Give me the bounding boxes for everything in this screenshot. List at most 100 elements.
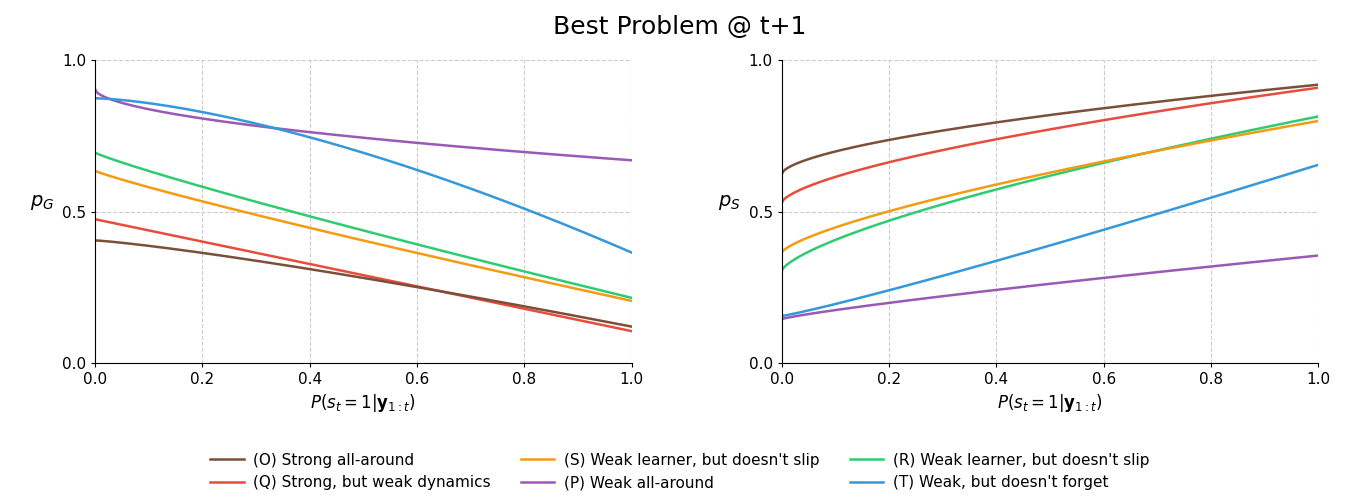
- X-axis label: $P(s_t = 1|\mathbf{y}_{1:t})$: $P(s_t = 1|\mathbf{y}_{1:t})$: [310, 393, 416, 414]
- (T) Weak, but doesn't forget: [405, 165, 421, 171]
- (O) Strong all-around: [416, 285, 432, 291]
- (P) Weak all-around: [1102, 274, 1118, 280]
- (T) Weak, but doesn't forget: [773, 313, 790, 319]
- Y-axis label: $p_G$: $p_G$: [30, 193, 54, 212]
- (Q) Strong, but weak dynamics: [1226, 97, 1242, 103]
- (T) Weak, but doesn't forget: [1102, 225, 1118, 231]
- (Q) Strong, but weak dynamics: [776, 197, 792, 203]
- (Q) Strong, but weak dynamics: [573, 318, 590, 324]
- (O) Strong all-around: [1093, 105, 1109, 111]
- (P) Weak all-around: [776, 316, 792, 322]
- (R) Weak learner, but doesn't slip: [1260, 123, 1276, 130]
- (O) Strong all-around: [573, 314, 590, 320]
- (S) Weak learner, but doesn't slip: [1310, 118, 1326, 124]
- (Q) Strong, but weak dynamics: [87, 216, 103, 222]
- (R) Weak learner, but doesn't slip: [540, 274, 556, 280]
- (Q) Strong, but weak dynamics: [1310, 85, 1326, 91]
- (Q) Strong, but weak dynamics: [406, 283, 423, 289]
- (O) Strong all-around: [540, 307, 556, 313]
- Line: (Q) Strong, but weak dynamics: (Q) Strong, but weak dynamics: [781, 88, 1318, 203]
- (P) Weak all-around: [405, 140, 421, 146]
- Line: (S) Weak learner, but doesn't slip: (S) Weak learner, but doesn't slip: [781, 121, 1318, 253]
- (T) Weak, but doesn't forget: [1093, 227, 1109, 233]
- (O) Strong all-around: [776, 168, 792, 174]
- Line: (S) Weak learner, but doesn't slip: (S) Weak learner, but doesn't slip: [95, 171, 632, 301]
- (R) Weak learner, but doesn't slip: [1310, 113, 1326, 119]
- (R) Weak learner, but doesn't slip: [87, 150, 103, 156]
- Line: (T) Weak, but doesn't forget: (T) Weak, but doesn't forget: [781, 165, 1318, 316]
- Line: (O) Strong all-around: (O) Strong all-around: [95, 240, 632, 327]
- (S) Weak learner, but doesn't slip: [416, 251, 432, 258]
- (O) Strong all-around: [1102, 104, 1118, 110]
- (T) Weak, but doesn't forget: [88, 95, 105, 101]
- (S) Weak learner, but doesn't slip: [406, 249, 423, 256]
- (P) Weak all-around: [88, 89, 105, 95]
- (R) Weak learner, but doesn't slip: [1093, 160, 1109, 166]
- (R) Weak learner, but doesn't slip: [416, 243, 432, 249]
- Line: (O) Strong all-around: (O) Strong all-around: [781, 85, 1318, 174]
- (T) Weak, but doesn't forget: [624, 249, 640, 256]
- (P) Weak all-around: [87, 86, 103, 92]
- Legend: (O) Strong all-around, (Q) Strong, but weak dynamics, (S) Weak learner, but does: (O) Strong all-around, (Q) Strong, but w…: [204, 447, 1155, 496]
- (T) Weak, but doesn't forget: [573, 228, 590, 234]
- Line: (R) Weak learner, but doesn't slip: (R) Weak learner, but doesn't slip: [781, 116, 1318, 271]
- (Q) Strong, but weak dynamics: [416, 285, 432, 291]
- (O) Strong all-around: [624, 324, 640, 330]
- (S) Weak learner, but doesn't slip: [624, 298, 640, 304]
- (R) Weak learner, but doesn't slip: [88, 151, 105, 157]
- (P) Weak all-around: [1091, 275, 1108, 281]
- (S) Weak learner, but doesn't slip: [773, 249, 790, 256]
- (T) Weak, but doesn't forget: [406, 166, 423, 172]
- (O) Strong all-around: [87, 237, 103, 243]
- (O) Strong all-around: [405, 283, 421, 289]
- (P) Weak all-around: [416, 141, 432, 147]
- X-axis label: $P(s_t = 1|\mathbf{y}_{1:t})$: $P(s_t = 1|\mathbf{y}_{1:t})$: [998, 393, 1104, 414]
- (R) Weak learner, but doesn't slip: [624, 295, 640, 301]
- (Q) Strong, but weak dynamics: [1102, 116, 1118, 122]
- (Q) Strong, but weak dynamics: [773, 200, 790, 206]
- (Q) Strong, but weak dynamics: [540, 310, 556, 317]
- (T) Weak, but doesn't forget: [1091, 228, 1108, 234]
- (T) Weak, but doesn't forget: [1260, 177, 1276, 183]
- (Q) Strong, but weak dynamics: [88, 217, 105, 223]
- (S) Weak learner, but doesn't slip: [87, 168, 103, 174]
- (P) Weak all-around: [1093, 275, 1109, 281]
- (P) Weak all-around: [1226, 261, 1242, 267]
- (O) Strong all-around: [1091, 106, 1108, 112]
- (S) Weak learner, but doesn't slip: [776, 247, 792, 254]
- (P) Weak all-around: [540, 151, 556, 157]
- (S) Weak learner, but doesn't slip: [573, 287, 590, 293]
- (P) Weak all-around: [406, 140, 423, 146]
- (P) Weak all-around: [573, 154, 590, 160]
- Line: (P) Weak all-around: (P) Weak all-around: [781, 256, 1318, 319]
- (R) Weak learner, but doesn't slip: [573, 283, 590, 289]
- (S) Weak learner, but doesn't slip: [1260, 127, 1276, 133]
- (O) Strong all-around: [773, 171, 790, 177]
- (P) Weak all-around: [624, 157, 640, 163]
- (T) Weak, but doesn't forget: [87, 95, 103, 101]
- (R) Weak learner, but doesn't slip: [406, 241, 423, 247]
- (R) Weak learner, but doesn't slip: [1102, 158, 1118, 164]
- (R) Weak learner, but doesn't slip: [773, 268, 790, 274]
- (T) Weak, but doesn't forget: [776, 312, 792, 319]
- (T) Weak, but doesn't forget: [416, 169, 432, 175]
- (O) Strong all-around: [88, 237, 105, 243]
- (T) Weak, but doesn't forget: [540, 215, 556, 221]
- (O) Strong all-around: [1226, 90, 1242, 96]
- Line: (T) Weak, but doesn't forget: (T) Weak, but doesn't forget: [95, 98, 632, 253]
- (S) Weak learner, but doesn't slip: [405, 249, 421, 255]
- (O) Strong all-around: [1260, 87, 1276, 93]
- Line: (P) Weak all-around: (P) Weak all-around: [95, 89, 632, 160]
- Y-axis label: $p_S$: $p_S$: [718, 193, 741, 212]
- (R) Weak learner, but doesn't slip: [1226, 131, 1242, 137]
- Text: Best Problem @ t+1: Best Problem @ t+1: [553, 15, 806, 39]
- Line: (Q) Strong, but weak dynamics: (Q) Strong, but weak dynamics: [95, 219, 632, 331]
- (O) Strong all-around: [1310, 82, 1326, 88]
- (T) Weak, but doesn't forget: [1310, 162, 1326, 168]
- Line: (R) Weak learner, but doesn't slip: (R) Weak learner, but doesn't slip: [95, 153, 632, 298]
- (Q) Strong, but weak dynamics: [1260, 92, 1276, 98]
- (Q) Strong, but weak dynamics: [1091, 118, 1108, 124]
- (Q) Strong, but weak dynamics: [624, 328, 640, 334]
- (T) Weak, but doesn't forget: [1226, 187, 1242, 194]
- (P) Weak all-around: [1310, 253, 1326, 259]
